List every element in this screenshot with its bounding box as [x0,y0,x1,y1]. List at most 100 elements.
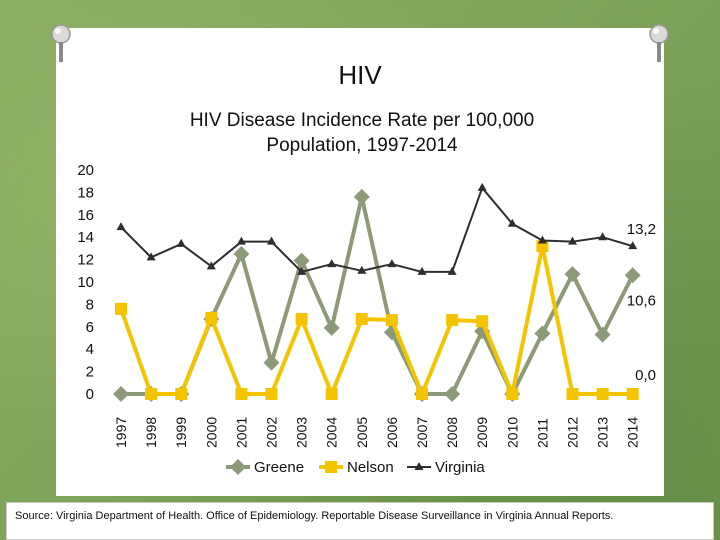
data-point-square [506,388,519,400]
data-point-square [596,388,609,400]
data-point-square [235,388,248,400]
x-tick-label: 2000 [203,417,219,448]
x-tick-label: 2008 [444,417,460,448]
data-point-triangle [507,218,517,227]
y-tick-label: 14 [77,229,94,246]
data-point-triangle [477,182,487,191]
y-tick-label: 6 [86,319,94,336]
chart-title: Population, 1997-2014 [266,135,458,156]
data-point-triangle [414,462,424,470]
y-tick-label: 18 [77,184,94,201]
data-point-triangle [537,235,547,244]
data-point-diamond [230,459,246,475]
y-tick-label: 20 [77,162,94,179]
data-point-triangle [176,238,186,247]
data-label: 10,6 [627,292,656,309]
data-point-square [325,461,337,473]
x-tick-label: 2010 [504,417,520,448]
series-virginia [116,182,638,275]
data-point-triangle [387,259,397,268]
data-point-square [355,312,368,325]
series-line [121,194,635,396]
data-point-diamond [293,252,310,269]
slide-title: HIV [338,60,382,90]
pushpin-icon [649,24,669,62]
x-tick-label: 2011 [534,418,550,448]
legend-item-virginia: Virginia [407,459,485,476]
data-point-triangle [598,232,608,241]
x-tick-label: 2014 [625,417,641,448]
data-point-square [476,315,489,328]
x-tick-label: 2003 [294,417,310,448]
x-tick-label: 2009 [474,417,490,448]
legend-item-nelson: Nelson [319,459,394,476]
data-point-diamond [263,354,280,371]
data-point-square [295,312,308,325]
data-point-triangle [568,236,577,245]
data-point-square [385,314,398,327]
data-point-square [566,388,579,400]
pushpin-icon [51,24,71,62]
slide-card [56,28,664,496]
series-line [119,244,633,396]
data-point-triangle [327,259,337,268]
legend-item-greene: Greene [226,459,304,476]
data-point-triangle [297,266,307,275]
data-point-diamond [594,326,611,343]
data-point-diamond [353,188,370,205]
series-line [120,186,633,273]
data-point-square [626,388,639,400]
y-tick-label: 4 [86,341,94,358]
y-tick-label: 0 [86,386,94,403]
data-point-triangle [146,252,156,261]
data-point-diamond [323,319,340,336]
data-label: 13,2 [627,221,656,238]
data-point-diamond [113,386,129,402]
data-point-square [175,388,188,400]
data-point-diamond [444,386,461,402]
data-point-square [115,302,127,315]
series-nelson [115,240,639,400]
x-tick-label: 2006 [384,417,400,448]
data-point-triangle [628,241,638,250]
data-point-triangle [116,222,126,231]
data-point-square [145,388,158,400]
data-point-diamond [564,266,581,283]
x-tick-label: 2005 [354,417,370,448]
x-tick-label: 2007 [414,417,430,448]
data-point-triangle [236,236,246,245]
x-tick-label: 1998 [143,417,159,448]
y-tick-label: 8 [86,296,94,313]
data-point-diamond [233,246,250,262]
legend: Greene Nelson Virginia [226,459,485,476]
y-tick-label: 10 [77,274,94,291]
x-tick-label: 2013 [595,417,611,448]
data-point-triangle [447,266,457,275]
x-tick-label: 1997 [113,417,129,448]
legend-label: Greene [254,459,304,476]
legend-label: Virginia [435,459,485,476]
source-note: Source: Virginia Department of Health. O… [6,502,714,540]
data-point-square [265,388,278,400]
x-tick-label: 2004 [324,417,340,448]
x-tick-label: 2001 [233,417,249,448]
legend-label: Nelson [347,459,394,476]
x-tick-label: 2012 [565,417,581,448]
data-label: 0,0 [635,367,656,384]
data-point-square [325,388,338,400]
data-point-diamond [624,267,641,284]
chart-title: HIV Disease Incidence Rate per 100,000 [190,110,534,131]
data-point-square [446,314,459,327]
y-tick-label: 12 [77,252,94,269]
data-point-square [205,311,218,324]
data-point-triangle [357,265,367,274]
data-point-square [416,388,428,400]
y-tick-label: 2 [86,364,94,381]
x-tick-label: 1999 [173,417,189,448]
x-tick-label: 2002 [264,417,280,448]
y-tick-label: 16 [77,207,94,224]
data-point-triangle [206,261,216,270]
data-point-triangle [267,236,276,245]
data-point-triangle [417,266,427,275]
